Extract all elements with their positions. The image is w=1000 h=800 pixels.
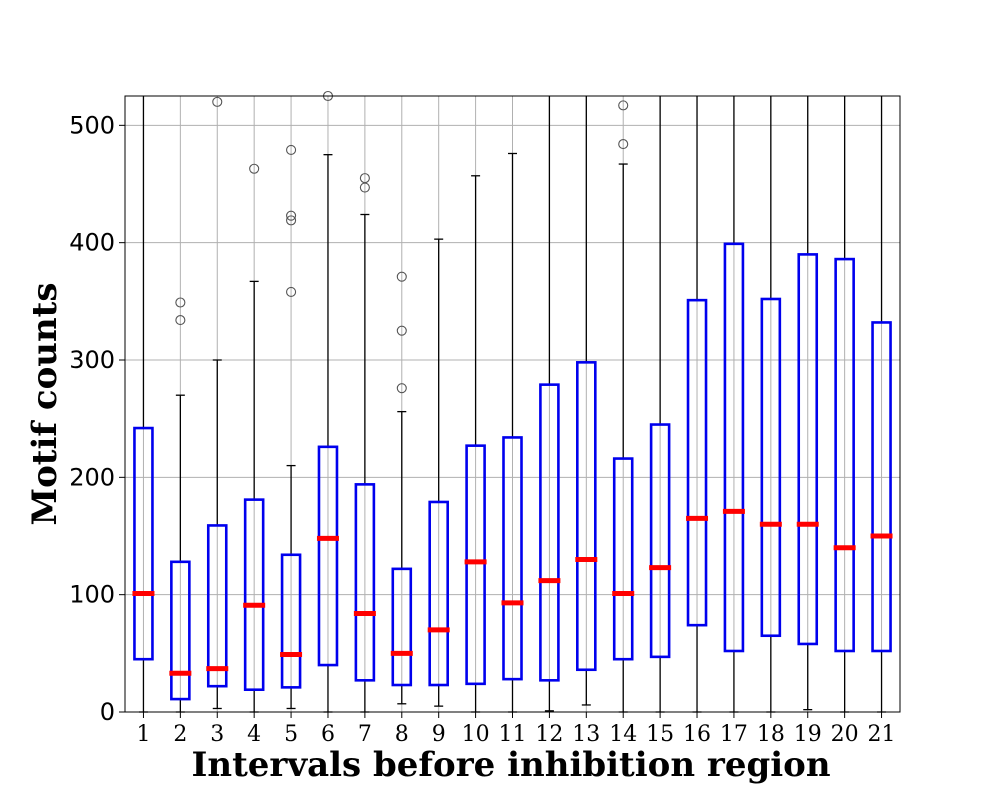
box-iqr: [133, 426, 154, 661]
x-tick-label: 9: [432, 722, 446, 747]
x-tick-label: 2: [173, 722, 187, 747]
x-tick-label: 6: [321, 722, 335, 747]
box-4: [243, 163, 266, 713]
box-iqr: [649, 423, 671, 659]
box-iqr: [465, 444, 486, 686]
outlier-point: [359, 173, 370, 184]
x-tick-label: 21: [868, 722, 896, 747]
box-21: [870, 96, 893, 713]
outlier-point: [396, 271, 407, 282]
box-15: [649, 96, 672, 713]
y-tick-label: 100: [69, 581, 115, 609]
outlier-point: [286, 286, 297, 297]
box-1: [132, 96, 155, 713]
y-tick-label: 0: [100, 698, 115, 726]
y-axis-label: Motif counts: [25, 282, 65, 525]
box-iqr: [354, 483, 376, 682]
box-iqr: [612, 457, 634, 661]
outlier-point: [212, 96, 223, 107]
x-tick-label: 12: [535, 722, 563, 747]
box-iqr: [280, 553, 302, 689]
y-tick-label: 500: [69, 111, 115, 139]
outlier-point: [286, 210, 297, 221]
box-12: [538, 96, 561, 712]
x-tick-label: 13: [572, 722, 600, 747]
box-iqr: [760, 297, 782, 638]
box-3: [206, 96, 229, 710]
x-axis-ticks: 1 2 3 4 5 6 7 8 9 10 11 12 13 14 15 16 17 18 19 20 21: [136, 712, 896, 747]
box-6: [316, 90, 339, 713]
box-5: [280, 144, 303, 710]
box-iqr: [723, 242, 745, 653]
x-tick-label: 15: [646, 722, 674, 747]
x-tick-label: 4: [247, 722, 261, 747]
box-14: [612, 100, 635, 713]
box-iqr: [539, 383, 560, 682]
box-20: [833, 96, 856, 713]
x-axis-label: Intervals before inhibition region: [191, 745, 830, 785]
x-tick-label: 19: [794, 722, 822, 747]
box-iqr: [871, 321, 892, 653]
box-9: [427, 238, 450, 707]
box-iqr: [317, 445, 339, 667]
box-19: [796, 96, 819, 711]
outlier-point: [175, 297, 186, 308]
outlier-point: [175, 315, 186, 326]
x-tick-label: 1: [136, 722, 150, 747]
x-tick-label: 11: [499, 722, 527, 747]
x-tick-label: 17: [720, 722, 748, 747]
box-iqr: [170, 560, 191, 701]
x-tick-label: 14: [609, 722, 637, 747]
box-iqr: [502, 436, 523, 681]
outlier-point: [396, 383, 407, 394]
box-10: [464, 175, 487, 713]
box-iqr: [428, 500, 449, 687]
box-18: [759, 96, 782, 713]
box-13: [575, 96, 598, 706]
y-tick-label: 200: [69, 463, 115, 491]
box-iqr: [243, 498, 265, 692]
box-iqr: [797, 253, 819, 646]
x-tick-label: 10: [462, 722, 490, 747]
x-tick-label: 5: [284, 722, 298, 747]
box-7: [353, 173, 376, 713]
outlier-point: [396, 325, 407, 336]
y-tick-label: 300: [69, 346, 115, 374]
outlier-point: [618, 139, 629, 150]
box-iqr: [391, 567, 413, 687]
x-tick-label: 16: [683, 722, 711, 747]
box-11: [501, 152, 524, 713]
box-iqr: [576, 361, 597, 672]
box-8: [390, 271, 413, 705]
box-iqr: [206, 524, 228, 688]
box-series: [132, 90, 893, 713]
outlier-point: [286, 215, 297, 226]
outlier-point: [286, 144, 297, 156]
x-tick-label: 20: [831, 722, 859, 747]
outlier-point: [249, 163, 260, 174]
outlier-point: [618, 100, 629, 111]
y-axis-ticks: 0 100 200 300 400 500: [69, 111, 125, 726]
x-tick-label: 7: [358, 722, 372, 747]
y-tick-label: 400: [69, 229, 115, 257]
box-iqr: [834, 257, 855, 653]
x-tick-label: 8: [395, 722, 409, 747]
x-tick-label: 18: [757, 722, 785, 747]
box-2: [169, 297, 192, 713]
box-iqr: [686, 298, 708, 627]
x-tick-label: 3: [210, 722, 224, 747]
